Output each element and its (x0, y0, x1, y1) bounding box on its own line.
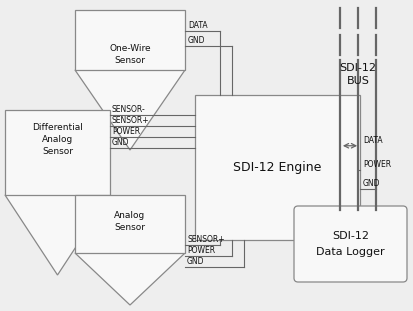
Text: GND: GND (188, 36, 206, 45)
Text: SENSOR+: SENSOR+ (112, 116, 150, 125)
Text: GND: GND (363, 179, 380, 188)
Text: One-Wire: One-Wire (109, 44, 151, 53)
Text: POWER: POWER (112, 127, 140, 136)
Polygon shape (5, 195, 110, 275)
Text: Sensor: Sensor (114, 56, 145, 65)
Text: GND: GND (187, 257, 204, 266)
FancyBboxPatch shape (294, 206, 407, 282)
Bar (5, 110, 110, 195)
Text: POWER: POWER (187, 246, 215, 255)
Bar (75, 195, 185, 253)
Text: DATA: DATA (188, 21, 208, 30)
Text: SDI-12 Engine: SDI-12 Engine (233, 161, 322, 174)
Polygon shape (75, 253, 185, 305)
Text: SDI-12: SDI-12 (332, 231, 369, 241)
Text: SENSOR+: SENSOR+ (187, 235, 225, 244)
Text: DATA: DATA (363, 136, 382, 145)
Text: Differential: Differential (32, 123, 83, 132)
Text: SDI-12: SDI-12 (339, 63, 377, 73)
Text: GND: GND (112, 138, 130, 147)
Text: Sensor: Sensor (42, 147, 73, 156)
Text: SENSOR-: SENSOR- (112, 105, 146, 114)
Text: Data Logger: Data Logger (316, 247, 385, 257)
Bar (195, 95, 360, 240)
Polygon shape (75, 70, 185, 150)
Text: Sensor: Sensor (114, 222, 145, 231)
Text: Analog: Analog (42, 136, 73, 145)
Text: POWER: POWER (363, 160, 391, 169)
Text: BUS: BUS (347, 76, 370, 86)
Bar (75, 10, 185, 70)
Text: Analog: Analog (114, 211, 146, 220)
